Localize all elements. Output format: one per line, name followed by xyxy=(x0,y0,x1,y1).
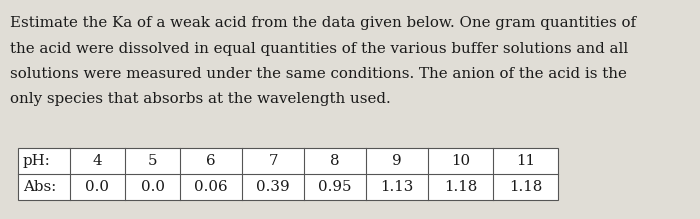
Text: 7: 7 xyxy=(268,154,278,168)
Text: Abs:: Abs: xyxy=(23,180,56,194)
Text: 8: 8 xyxy=(330,154,340,168)
Text: 5: 5 xyxy=(148,154,158,168)
Text: 0.0: 0.0 xyxy=(141,180,164,194)
Text: 1.18: 1.18 xyxy=(509,180,542,194)
Text: 9: 9 xyxy=(392,154,402,168)
Text: Estimate the Ka of a weak acid from the data given below. One gram quantities of: Estimate the Ka of a weak acid from the … xyxy=(10,16,636,30)
Text: 1.13: 1.13 xyxy=(380,180,414,194)
Text: solutions were measured under the same conditions. The anion of the acid is the: solutions were measured under the same c… xyxy=(10,67,627,81)
Text: 0.39: 0.39 xyxy=(256,180,290,194)
Text: 1.18: 1.18 xyxy=(444,180,477,194)
Text: 0.0: 0.0 xyxy=(85,180,109,194)
Text: 6: 6 xyxy=(206,154,216,168)
Text: 10: 10 xyxy=(451,154,470,168)
Text: 4: 4 xyxy=(92,154,102,168)
Text: 0.95: 0.95 xyxy=(318,180,351,194)
Text: 11: 11 xyxy=(516,154,535,168)
Text: pH:: pH: xyxy=(23,154,50,168)
Text: 0.06: 0.06 xyxy=(194,180,228,194)
Text: only species that absorbs at the wavelength used.: only species that absorbs at the wavelen… xyxy=(10,92,391,106)
Bar xyxy=(18,148,558,200)
Text: the acid were dissolved in equal quantities of the various buffer solutions and : the acid were dissolved in equal quantit… xyxy=(10,41,629,55)
